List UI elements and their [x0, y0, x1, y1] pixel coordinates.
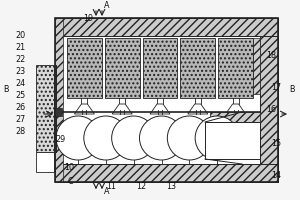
- Polygon shape: [112, 104, 132, 114]
- Text: 29: 29: [55, 134, 65, 144]
- Bar: [36, 152, 54, 172]
- Polygon shape: [74, 104, 94, 114]
- Circle shape: [140, 116, 184, 160]
- Polygon shape: [150, 104, 170, 114]
- Text: 13: 13: [166, 182, 176, 191]
- Bar: [260, 36, 278, 182]
- Bar: [218, 38, 253, 98]
- Text: 22: 22: [15, 54, 26, 64]
- Text: 15: 15: [271, 140, 281, 148]
- Bar: [105, 38, 140, 98]
- Bar: [210, 112, 260, 142]
- Text: 17: 17: [271, 82, 281, 92]
- Text: 27: 27: [15, 114, 26, 123]
- Circle shape: [195, 116, 239, 160]
- Circle shape: [84, 116, 128, 160]
- Text: B: B: [289, 84, 294, 94]
- Circle shape: [112, 116, 156, 160]
- Circle shape: [56, 116, 100, 160]
- Text: 10: 10: [64, 164, 74, 172]
- Text: 19: 19: [83, 14, 94, 23]
- Text: 25: 25: [15, 90, 26, 99]
- Polygon shape: [226, 104, 246, 114]
- Text: 24: 24: [15, 78, 26, 88]
- Text: B: B: [3, 84, 9, 94]
- Polygon shape: [188, 104, 208, 114]
- Bar: [36, 65, 54, 152]
- Text: 14: 14: [271, 171, 281, 180]
- Text: 26: 26: [15, 102, 26, 112]
- Bar: [55, 18, 63, 182]
- Bar: [55, 18, 278, 36]
- Text: C: C: [68, 176, 73, 186]
- Bar: [63, 36, 260, 112]
- Bar: [55, 164, 278, 182]
- Bar: [205, 122, 260, 159]
- Bar: [54, 108, 62, 116]
- Text: 23: 23: [15, 66, 26, 75]
- Text: 16: 16: [266, 105, 277, 114]
- Text: 11: 11: [106, 182, 116, 191]
- Text: 21: 21: [15, 43, 26, 51]
- Bar: [67, 38, 102, 98]
- Bar: [142, 38, 177, 98]
- Text: A: A: [104, 186, 109, 196]
- Bar: [55, 18, 278, 182]
- Text: 20: 20: [15, 30, 26, 40]
- Circle shape: [167, 116, 211, 160]
- Text: 28: 28: [15, 127, 26, 136]
- Text: 18: 18: [266, 51, 277, 60]
- Bar: [55, 18, 278, 182]
- Bar: [63, 112, 260, 164]
- Text: A: A: [104, 0, 109, 9]
- Bar: [180, 38, 215, 98]
- Bar: [225, 38, 260, 94]
- Text: 12: 12: [136, 182, 146, 191]
